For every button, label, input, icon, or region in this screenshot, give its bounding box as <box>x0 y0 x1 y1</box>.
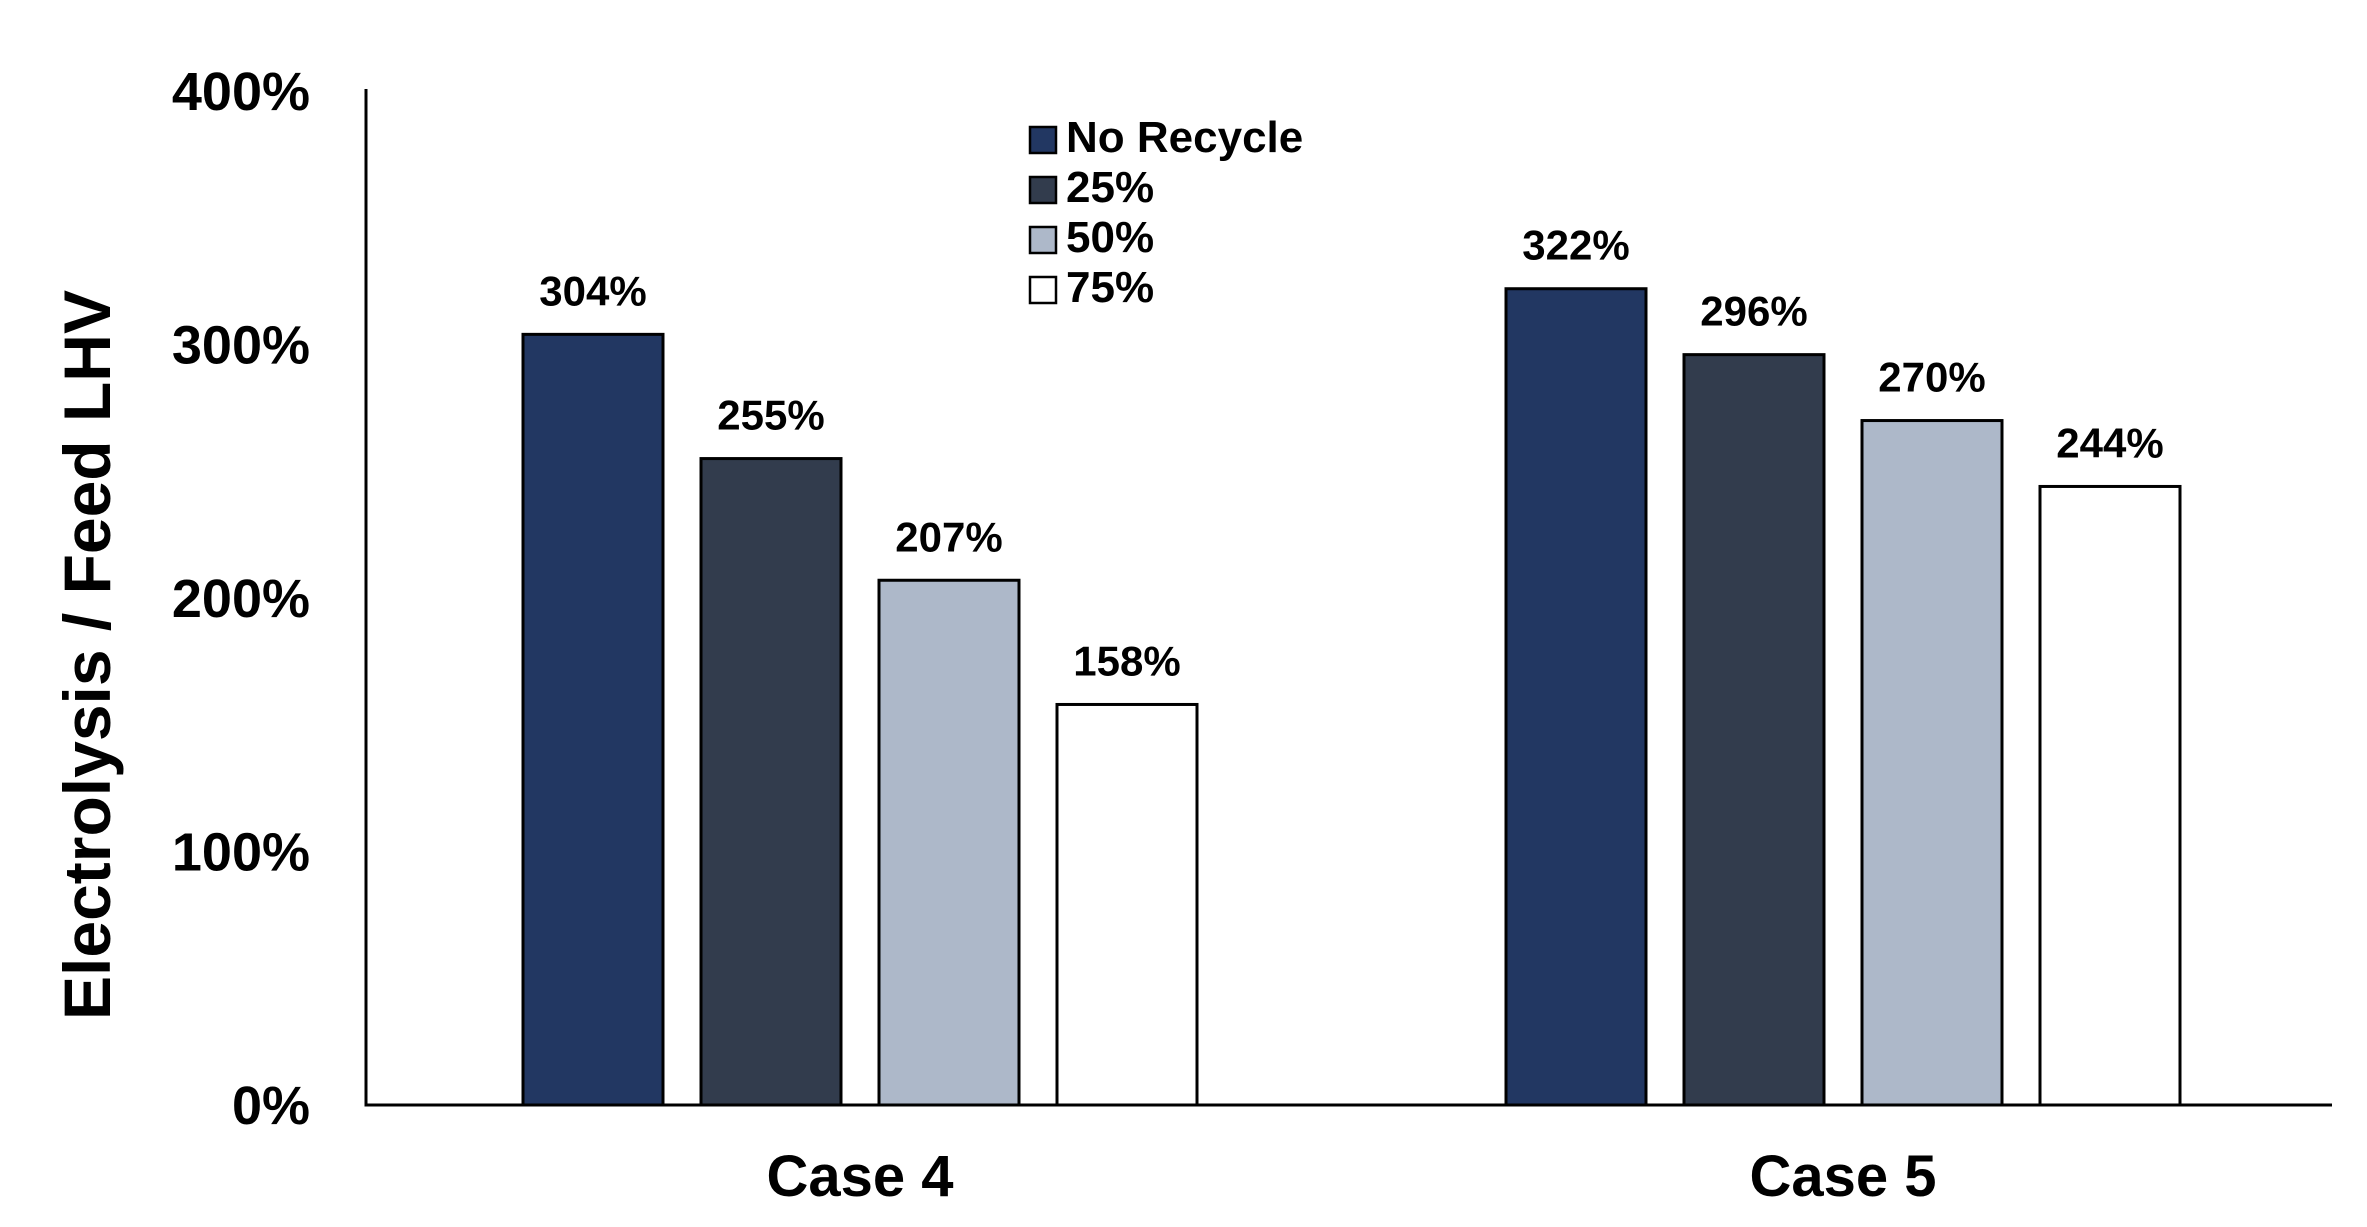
bar-value-label: 244% <box>2056 419 2163 466</box>
bar <box>1504 287 1648 1107</box>
legend-label: 25% <box>1066 163 1154 212</box>
y-tick-label: 100% <box>172 823 310 883</box>
bar <box>2038 484 2182 1107</box>
legend-label: No Recycle <box>1066 113 1303 162</box>
bar-value-label: 207% <box>895 513 1002 560</box>
bar-value-label: 296% <box>1700 288 1807 335</box>
y-tick-label: 0% <box>232 1076 310 1136</box>
data-labels: 304% 255% 207% 158% 322% 296% 270% 244% <box>539 222 2163 685</box>
bar <box>877 578 1021 1107</box>
legend-swatch <box>1028 275 1058 305</box>
bar <box>1055 702 1199 1107</box>
bar <box>699 457 843 1107</box>
y-tick-label: 300% <box>172 316 310 376</box>
bar-value-label: 322% <box>1522 222 1629 269</box>
bar <box>1682 353 1826 1107</box>
bar-value-label: 255% <box>717 392 824 439</box>
legend-swatch <box>1028 225 1058 255</box>
bar <box>1860 419 2004 1107</box>
y-tick-label: 400% <box>172 62 310 122</box>
legend-swatch <box>1028 125 1058 155</box>
bar-value-label: 270% <box>1878 354 1985 401</box>
legend-swatch <box>1028 175 1058 205</box>
y-axis-title: Electrolysis / Feed LHV <box>50 290 124 1020</box>
legend-label: 75% <box>1066 263 1154 312</box>
bar <box>521 332 665 1107</box>
legend-label: 50% <box>1066 213 1154 262</box>
axes: 0% 100% 200% 300% 400% Case 4 Case 5 <box>172 62 2332 1209</box>
bar-value-label: 304% <box>539 267 646 314</box>
y-tick-label: 200% <box>172 569 310 629</box>
x-category-label: Case 5 <box>1749 1144 1936 1209</box>
bar-value-label: 158% <box>1073 637 1180 684</box>
bars <box>521 287 2182 1107</box>
x-category-label: Case 4 <box>766 1144 953 1209</box>
